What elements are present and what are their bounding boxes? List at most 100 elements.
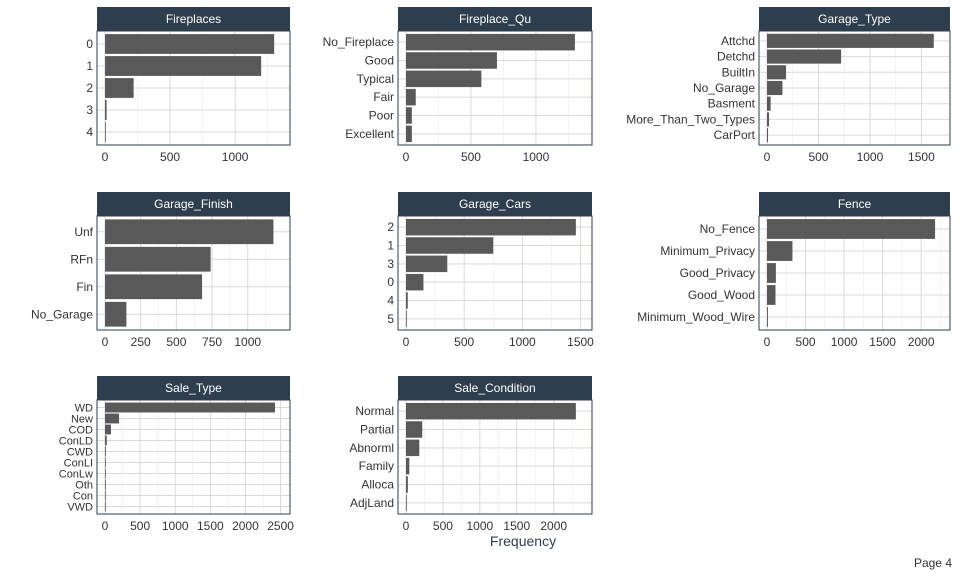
bar	[406, 494, 407, 512]
panel-garage-finish: Garage_Finish Unf RFn Fin No_Garage 0 250 500 75…	[31, 192, 291, 349]
panel-title: Garage_Cars	[459, 197, 531, 211]
y-tick-label: 0	[86, 37, 93, 51]
y-tick-label: RFn	[70, 252, 93, 266]
x-tick-label: 1000	[222, 150, 249, 164]
panel-frame	[397, 215, 593, 331]
y-tick-label: No_Fence	[700, 222, 756, 236]
bar	[406, 125, 412, 143]
panel-strip	[759, 192, 950, 216]
x-tick-label: 1000	[831, 335, 858, 349]
bar	[105, 468, 106, 479]
panel-title: Garage_Finish	[154, 197, 233, 211]
panel-frame	[758, 30, 951, 146]
y-tick-label: 1	[387, 239, 394, 253]
y-tick-label: 1	[86, 59, 93, 73]
bar	[767, 112, 770, 127]
panel-frame	[96, 215, 291, 331]
y-tick-label: No_Garage	[31, 307, 93, 321]
bar	[406, 292, 408, 309]
panel-strip	[97, 7, 290, 31]
x-tick-label: 750	[202, 335, 222, 349]
y-tick-label: Good_Wood	[688, 288, 755, 302]
y-tick-label: Attchd	[721, 34, 755, 48]
x-tick-label: 0	[102, 335, 109, 349]
y-tick-label: Good	[365, 54, 394, 68]
panel-strip	[398, 192, 592, 216]
bar	[406, 218, 576, 236]
x-tick-label: 0	[403, 335, 410, 349]
bar	[105, 479, 106, 490]
bar	[406, 402, 576, 420]
bar	[406, 310, 407, 328]
y-tick-label: 2	[387, 220, 394, 234]
bar	[105, 122, 106, 142]
y-tick-label: VWD	[67, 502, 93, 514]
y-tick-label: Good_Privacy	[680, 266, 755, 280]
page-label: Page 4	[913, 556, 952, 570]
y-tick-label: No_Garage	[693, 81, 755, 95]
x-tick-label: 1000	[234, 335, 261, 349]
bar	[105, 34, 275, 54]
x-tick-label: 1500	[197, 519, 224, 533]
y-tick-label: 4	[387, 294, 394, 308]
x-tick-label: 1000	[467, 519, 494, 533]
x-tick-label: 2000	[540, 519, 567, 533]
x-tick-label: 500	[130, 519, 150, 533]
bar	[105, 490, 106, 501]
bar	[105, 246, 211, 272]
bar	[767, 33, 934, 48]
bar	[406, 52, 497, 69]
x-tick-label: 1500	[567, 335, 594, 349]
y-tick-label: CWD	[67, 447, 93, 459]
x-tick-label: 1000	[857, 150, 884, 164]
bar	[406, 33, 575, 51]
y-tick-label: AdjLand	[350, 496, 394, 510]
y-tick-label: Fin	[76, 280, 93, 294]
panel-frame	[96, 30, 291, 146]
bar	[767, 307, 768, 327]
panel-sale-condition: Sale_Condition Normal Partial Abnorml Family…	[349, 376, 593, 533]
bar	[406, 476, 408, 493]
panel-title: Fence	[838, 197, 872, 211]
x-tick-label: 2000	[908, 335, 935, 349]
panel-strip	[97, 376, 290, 400]
y-tick-label: Unf	[74, 225, 93, 239]
panel-title: Garage_Type	[818, 12, 891, 26]
y-tick-label: Basment	[708, 97, 756, 111]
x-tick-label: 0	[102, 150, 109, 164]
x-tick-label: 500	[461, 150, 481, 164]
panel-frame	[397, 30, 593, 146]
bar	[767, 65, 787, 80]
x-tick-label: 2500	[267, 519, 294, 533]
bar	[767, 96, 771, 111]
bar	[406, 457, 410, 475]
y-tick-label: CarPort	[714, 128, 756, 142]
bar	[767, 263, 776, 283]
x-tick-label: 0	[764, 150, 771, 164]
bar	[105, 402, 275, 413]
bar	[406, 421, 423, 438]
y-tick-label: Normal	[355, 404, 394, 418]
panel-title: Fireplace_Qu	[459, 12, 531, 26]
x-tick-label: 1500	[503, 519, 530, 533]
y-tick-label: Oth	[75, 480, 93, 492]
panel-fence: Fence No_Fence Minimum_Privacy Good_Privacy…	[637, 192, 951, 349]
y-tick-label: 2	[86, 81, 93, 95]
y-tick-label: 3	[86, 103, 93, 117]
panel-frame	[397, 399, 593, 515]
bar	[406, 70, 482, 88]
x-tick-label: 500	[454, 335, 474, 349]
y-tick-label: Con	[73, 491, 93, 503]
y-tick-label: WD	[75, 403, 93, 415]
panel-strip	[97, 192, 290, 216]
bar	[406, 237, 494, 254]
bar	[406, 439, 420, 457]
y-tick-label: Minimum_Wood_Wire	[637, 310, 755, 324]
y-tick-label: Detchd	[717, 50, 755, 64]
bar	[767, 80, 783, 96]
x-tick-label: 0	[403, 150, 410, 164]
x-tick-label: 1000	[162, 519, 189, 533]
panel-frame	[758, 215, 951, 331]
